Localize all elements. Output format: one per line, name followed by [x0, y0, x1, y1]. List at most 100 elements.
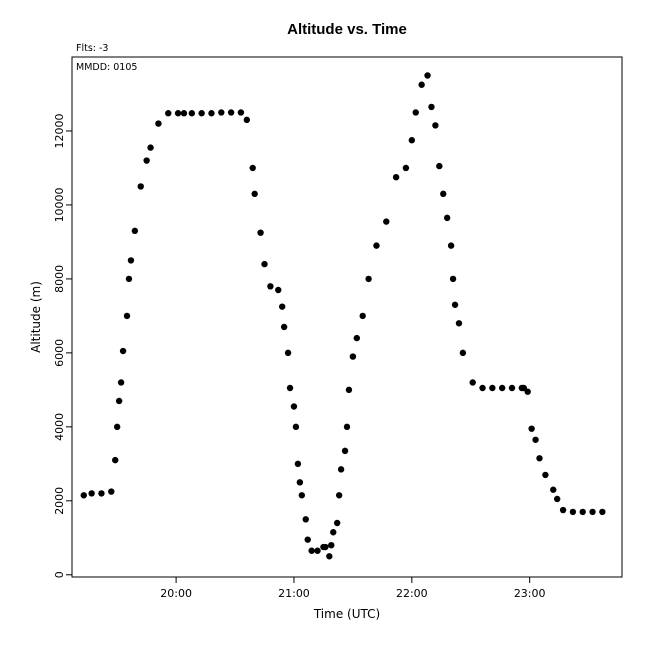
data-point	[528, 425, 535, 432]
data-points	[80, 72, 606, 560]
data-point	[257, 229, 264, 236]
data-point	[579, 508, 586, 516]
y-tick-label: 8000	[53, 265, 66, 293]
data-point	[524, 388, 531, 395]
data-point	[188, 110, 196, 117]
data-point	[418, 81, 425, 88]
x-axis-label: Time (UTC)	[313, 607, 380, 621]
data-point	[98, 490, 105, 497]
data-point	[322, 543, 329, 551]
plot-frame	[71, 56, 623, 578]
data-point	[198, 110, 205, 117]
data-point	[335, 492, 343, 499]
data-point	[392, 173, 400, 181]
data-point	[589, 508, 596, 516]
data-point	[449, 275, 457, 283]
data-point	[302, 516, 309, 523]
data-point	[292, 423, 300, 431]
data-point	[112, 456, 119, 464]
data-point	[532, 436, 539, 443]
data-point	[553, 495, 561, 503]
data-point	[365, 275, 372, 283]
data-point	[275, 286, 282, 294]
data-point	[550, 486, 557, 493]
data-point	[479, 384, 486, 392]
data-point	[432, 122, 439, 129]
data-point	[440, 190, 447, 198]
data-point	[451, 301, 459, 308]
data-point	[408, 137, 416, 144]
y-tick-label: 12000	[53, 113, 66, 148]
data-point	[227, 109, 235, 116]
data-point	[108, 488, 115, 495]
data-point	[165, 110, 172, 117]
data-point	[508, 384, 516, 392]
y-axis-label: Altitude (m)	[29, 281, 43, 353]
data-point	[345, 386, 353, 394]
data-point	[290, 403, 298, 410]
data-point	[459, 349, 467, 357]
y-tick-label: 2000	[53, 487, 66, 515]
data-point	[249, 164, 256, 172]
data-point	[353, 334, 361, 342]
data-point	[542, 471, 549, 479]
data-point	[298, 492, 306, 499]
data-point	[113, 423, 121, 431]
data-point	[569, 508, 577, 516]
data-point	[383, 218, 390, 225]
data-point	[349, 353, 357, 360]
data-point	[498, 384, 506, 392]
data-point	[536, 455, 543, 462]
data-point	[412, 109, 419, 116]
data-point	[330, 529, 337, 536]
data-point	[278, 303, 286, 310]
data-point	[280, 323, 288, 331]
y-tick-label: 6000	[53, 339, 66, 367]
data-point	[359, 312, 366, 320]
data-point	[489, 384, 496, 392]
y-tick-label: 4000	[53, 413, 66, 441]
x-axis: 20:00 21:00 22:00 23:00	[160, 577, 546, 600]
data-point	[117, 379, 125, 386]
data-point	[119, 347, 127, 355]
data-point	[337, 466, 345, 473]
data-point	[455, 320, 463, 327]
data-point	[284, 349, 292, 357]
data-point	[328, 541, 335, 549]
data-point	[428, 103, 435, 111]
data-point	[373, 242, 380, 249]
flights-annotation: Flts: -3	[76, 43, 108, 54]
x-tick-label: 22:00	[396, 587, 428, 600]
date-annotation: MMDD: 0105	[76, 62, 137, 73]
x-tick-label: 20:00	[160, 587, 192, 600]
data-point	[436, 162, 443, 170]
chart-title: Altitude vs. Time	[287, 21, 407, 38]
data-point	[559, 506, 567, 514]
data-point	[447, 242, 455, 249]
data-point	[127, 257, 135, 264]
data-point	[343, 423, 351, 431]
data-point	[341, 447, 349, 455]
data-point	[267, 283, 274, 290]
data-point	[174, 110, 182, 117]
data-point	[314, 547, 321, 554]
data-point	[147, 144, 154, 151]
data-point	[599, 508, 606, 516]
data-point	[251, 190, 258, 198]
data-point	[137, 183, 144, 190]
y-tick-label: 10000	[53, 187, 66, 222]
data-point	[469, 379, 476, 386]
data-point	[131, 227, 139, 235]
data-point	[308, 547, 315, 554]
data-point	[443, 214, 451, 222]
data-point	[125, 275, 133, 283]
data-point	[143, 157, 150, 164]
data-point	[243, 116, 251, 124]
data-point	[333, 519, 341, 527]
data-point	[304, 536, 311, 543]
data-point	[296, 479, 304, 486]
data-point	[80, 492, 87, 499]
y-tick-label: 0	[53, 571, 66, 578]
data-point	[294, 460, 302, 468]
